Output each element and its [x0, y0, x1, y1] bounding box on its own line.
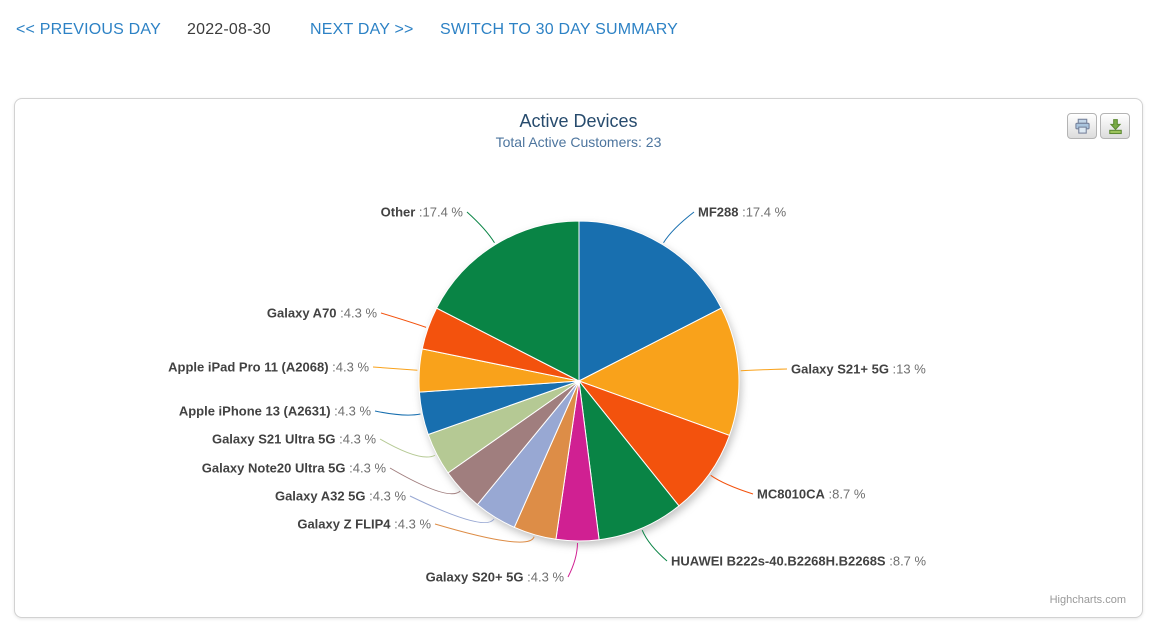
pie-label-value: :4.3 %	[345, 460, 386, 476]
switch-30day-summary-link[interactable]: SWITCH TO 30 DAY SUMMARY	[440, 21, 679, 38]
next-day-link[interactable]: NEXT DAY >>	[310, 21, 414, 38]
pie-label-5: Galaxy Z FLIP4 :4.3 %	[297, 517, 431, 532]
label-connector-6	[409, 495, 495, 524]
pie-label-value: :4.3 %	[365, 488, 406, 504]
pie-label-value: :8.7 %	[824, 486, 866, 502]
pie-label-name: Galaxy Note20 Ultra 5G	[201, 460, 346, 476]
label-connector-9	[374, 410, 421, 416]
pie-label-name: MF288	[698, 204, 739, 220]
pie-label-value: :8.7 %	[885, 553, 927, 569]
label-connector-8	[379, 438, 436, 458]
printer-icon	[1074, 118, 1090, 134]
pie-label-value: :4.3 %	[335, 431, 376, 447]
chart-subtitle: Total Active Customers: 23	[495, 134, 662, 150]
label-connector-3	[641, 530, 668, 562]
pie-label-2: MC8010CA :8.7 %	[757, 487, 865, 502]
download-icon	[1108, 118, 1122, 134]
label-connector-2	[710, 474, 754, 495]
pie-label-9: Apple iPhone 13 (A2631) :4.3 %	[179, 404, 371, 419]
download-chart-button[interactable]	[1100, 113, 1130, 139]
label-connector-10	[372, 366, 418, 371]
day-navigation: << PREVIOUS DAY 2022-08-30 NEXT DAY >> S…	[0, 0, 1157, 60]
pie-label-name: Apple iPhone 13 (A2631)	[178, 403, 331, 419]
chart-panel: Active Devices Total Active Customers: 2…	[14, 98, 1143, 618]
pie-slice-2[interactable]	[577, 379, 731, 507]
label-connector-4	[567, 542, 578, 578]
pie-label-value: :4.3 %	[330, 403, 371, 419]
label-connector-11	[380, 312, 427, 328]
print-chart-button[interactable]	[1067, 113, 1097, 139]
pie-label-value: :4.3 %	[523, 569, 564, 585]
pie-label-value: :13 %	[888, 361, 926, 377]
highcharts-credit[interactable]: Highcharts.com	[1049, 594, 1126, 606]
pie-chart	[372, 211, 788, 578]
pie-label-10: Apple iPad Pro 11 (A2068) :4.3 %	[168, 360, 369, 375]
pie-label-name: Other	[380, 204, 416, 220]
pie-label-value: :17.4 %	[738, 204, 787, 220]
pie-label-name: Galaxy A70	[266, 305, 337, 321]
pie-label-name: Galaxy S21 Ultra 5G	[211, 431, 336, 447]
current-date: 2022-08-30	[187, 21, 271, 38]
pie-label-3: HUAWEI B222s-40.B2268H.B2268S :8.7 %	[671, 554, 926, 569]
pie-label-value: :4.3 %	[336, 305, 377, 321]
label-connector-0	[663, 211, 695, 244]
pie-slice-3[interactable]	[578, 379, 680, 541]
pie-label-12: Other :17.4 %	[381, 205, 463, 220]
pie-label-name: Galaxy S20+ 5G	[425, 569, 524, 585]
pie-label-7: Galaxy Note20 Ultra 5G :4.3 %	[202, 461, 386, 476]
pie-label-name: Galaxy S21+ 5G	[791, 361, 889, 377]
pie-label-name: Galaxy Z FLIP4	[297, 516, 391, 532]
label-connector-5	[434, 523, 535, 543]
label-connector-12	[466, 211, 495, 244]
pie-label-6: Galaxy A32 5G :4.3 %	[275, 489, 406, 504]
pie-label-value: :4.3 %	[328, 359, 369, 375]
previous-day-link[interactable]: << PREVIOUS DAY	[16, 21, 161, 38]
pie-slice-0[interactable]	[578, 220, 723, 382]
chart-title: Active Devices	[519, 111, 638, 131]
pie-label-name: Galaxy A32 5G	[274, 488, 366, 504]
pie-label-11: Galaxy A70 :4.3 %	[267, 306, 377, 321]
export-buttons	[1067, 113, 1130, 139]
pie-label-name: Apple iPad Pro 11 (A2068)	[168, 359, 329, 375]
pie-label-value: :4.3 %	[390, 516, 431, 532]
pie-label-0: MF288 :17.4 %	[698, 205, 786, 220]
pie-slice-1[interactable]	[577, 307, 740, 437]
label-connector-1	[740, 368, 788, 372]
pie-label-4: Galaxy S20+ 5G :4.3 %	[426, 570, 564, 585]
pie-label-8: Galaxy S21 Ultra 5G :4.3 %	[212, 432, 376, 447]
pie-label-value: :17.4 %	[415, 204, 463, 220]
pie-label-1: Galaxy S21+ 5G :13 %	[791, 362, 926, 377]
pie-slice-12[interactable]	[435, 220, 580, 382]
pie-label-name: MC8010CA	[757, 486, 825, 502]
pie-label-name: HUAWEI B222s-40.B2268H.B2268S	[671, 553, 886, 569]
label-connector-7	[389, 467, 461, 495]
